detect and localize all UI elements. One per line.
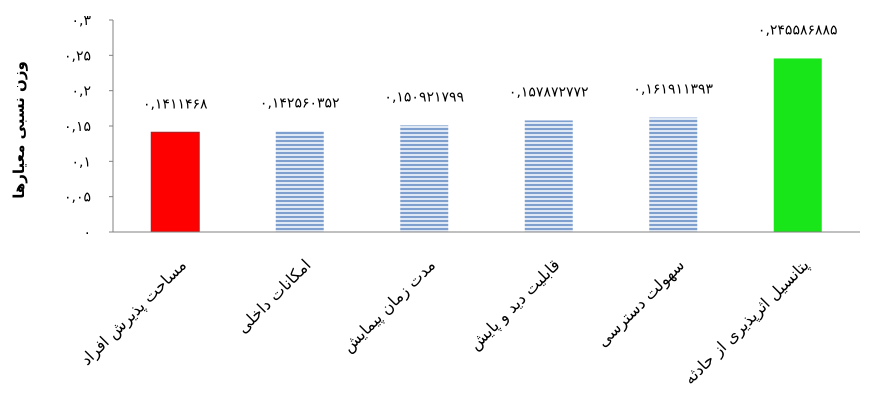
y-tick-label: ۰,۰۵ (64, 190, 91, 206)
bar (649, 117, 698, 232)
bar-data-label: ۰,۲۴۵۵۸۶۸۸۵ (758, 22, 838, 38)
bar (275, 131, 324, 232)
bars-group (150, 58, 822, 233)
category-label: امکانات داخلی (233, 255, 315, 337)
bar-data-label: ۰,۱۵۷۸۷۲۷۷۲ (509, 84, 589, 100)
bar-data-label: ۰,۱۵۰۹۲۱۷۹۹ (384, 89, 464, 105)
y-tick-label: ۰,۱ (72, 154, 92, 170)
data-labels-group: ۰,۱۴۱۱۴۶۸ ۰,۱۴۲۵۶۰۳۵۲ ۰,۱۵۰۹۲۱۷۹۹ ۰,۱۵۷۸۷۲۷… (143, 22, 838, 112)
category-label: سهولت دسترسی (593, 255, 689, 351)
y-tick-label: ۰,۲۵ (64, 48, 91, 64)
bar (150, 131, 200, 233)
y-tick-label: ۰,۲ (72, 84, 92, 100)
category-label: پتانسیل اثرپذیری از حادثه (680, 255, 813, 388)
bar-data-label: ۰,۱۶۱۹۱۱۳۹۳ (633, 82, 713, 98)
category-label: مدت زمان پیمایش (338, 255, 439, 356)
bar-data-label: ۰,۱۴۱۱۴۶۸ (143, 96, 208, 112)
y-axis-title: وزن نسبی معیارها (10, 61, 28, 199)
category-label: مساحت پذیرش افراد (76, 255, 190, 369)
category-label: قابلیت دید و پایش (465, 255, 564, 354)
bar (400, 125, 449, 232)
y-tick-label: ۰ (83, 225, 91, 241)
y-tick-label: ۰,۱۵ (64, 119, 91, 135)
bar (524, 120, 573, 232)
y-axis-ticks: ۰ ۰,۰۵ ۰,۱ ۰,۱۵ ۰,۲ ۰,۲۵ ۰,۳ (64, 13, 113, 241)
category-labels-group: مساحت پذیرش افراد امکانات داخلی مدت زمان پ… (76, 255, 813, 388)
bar-data-label: ۰,۱۴۲۵۶۰۳۵۲ (260, 95, 340, 111)
y-tick-label: ۰,۳ (72, 13, 92, 29)
bar (773, 58, 822, 232)
